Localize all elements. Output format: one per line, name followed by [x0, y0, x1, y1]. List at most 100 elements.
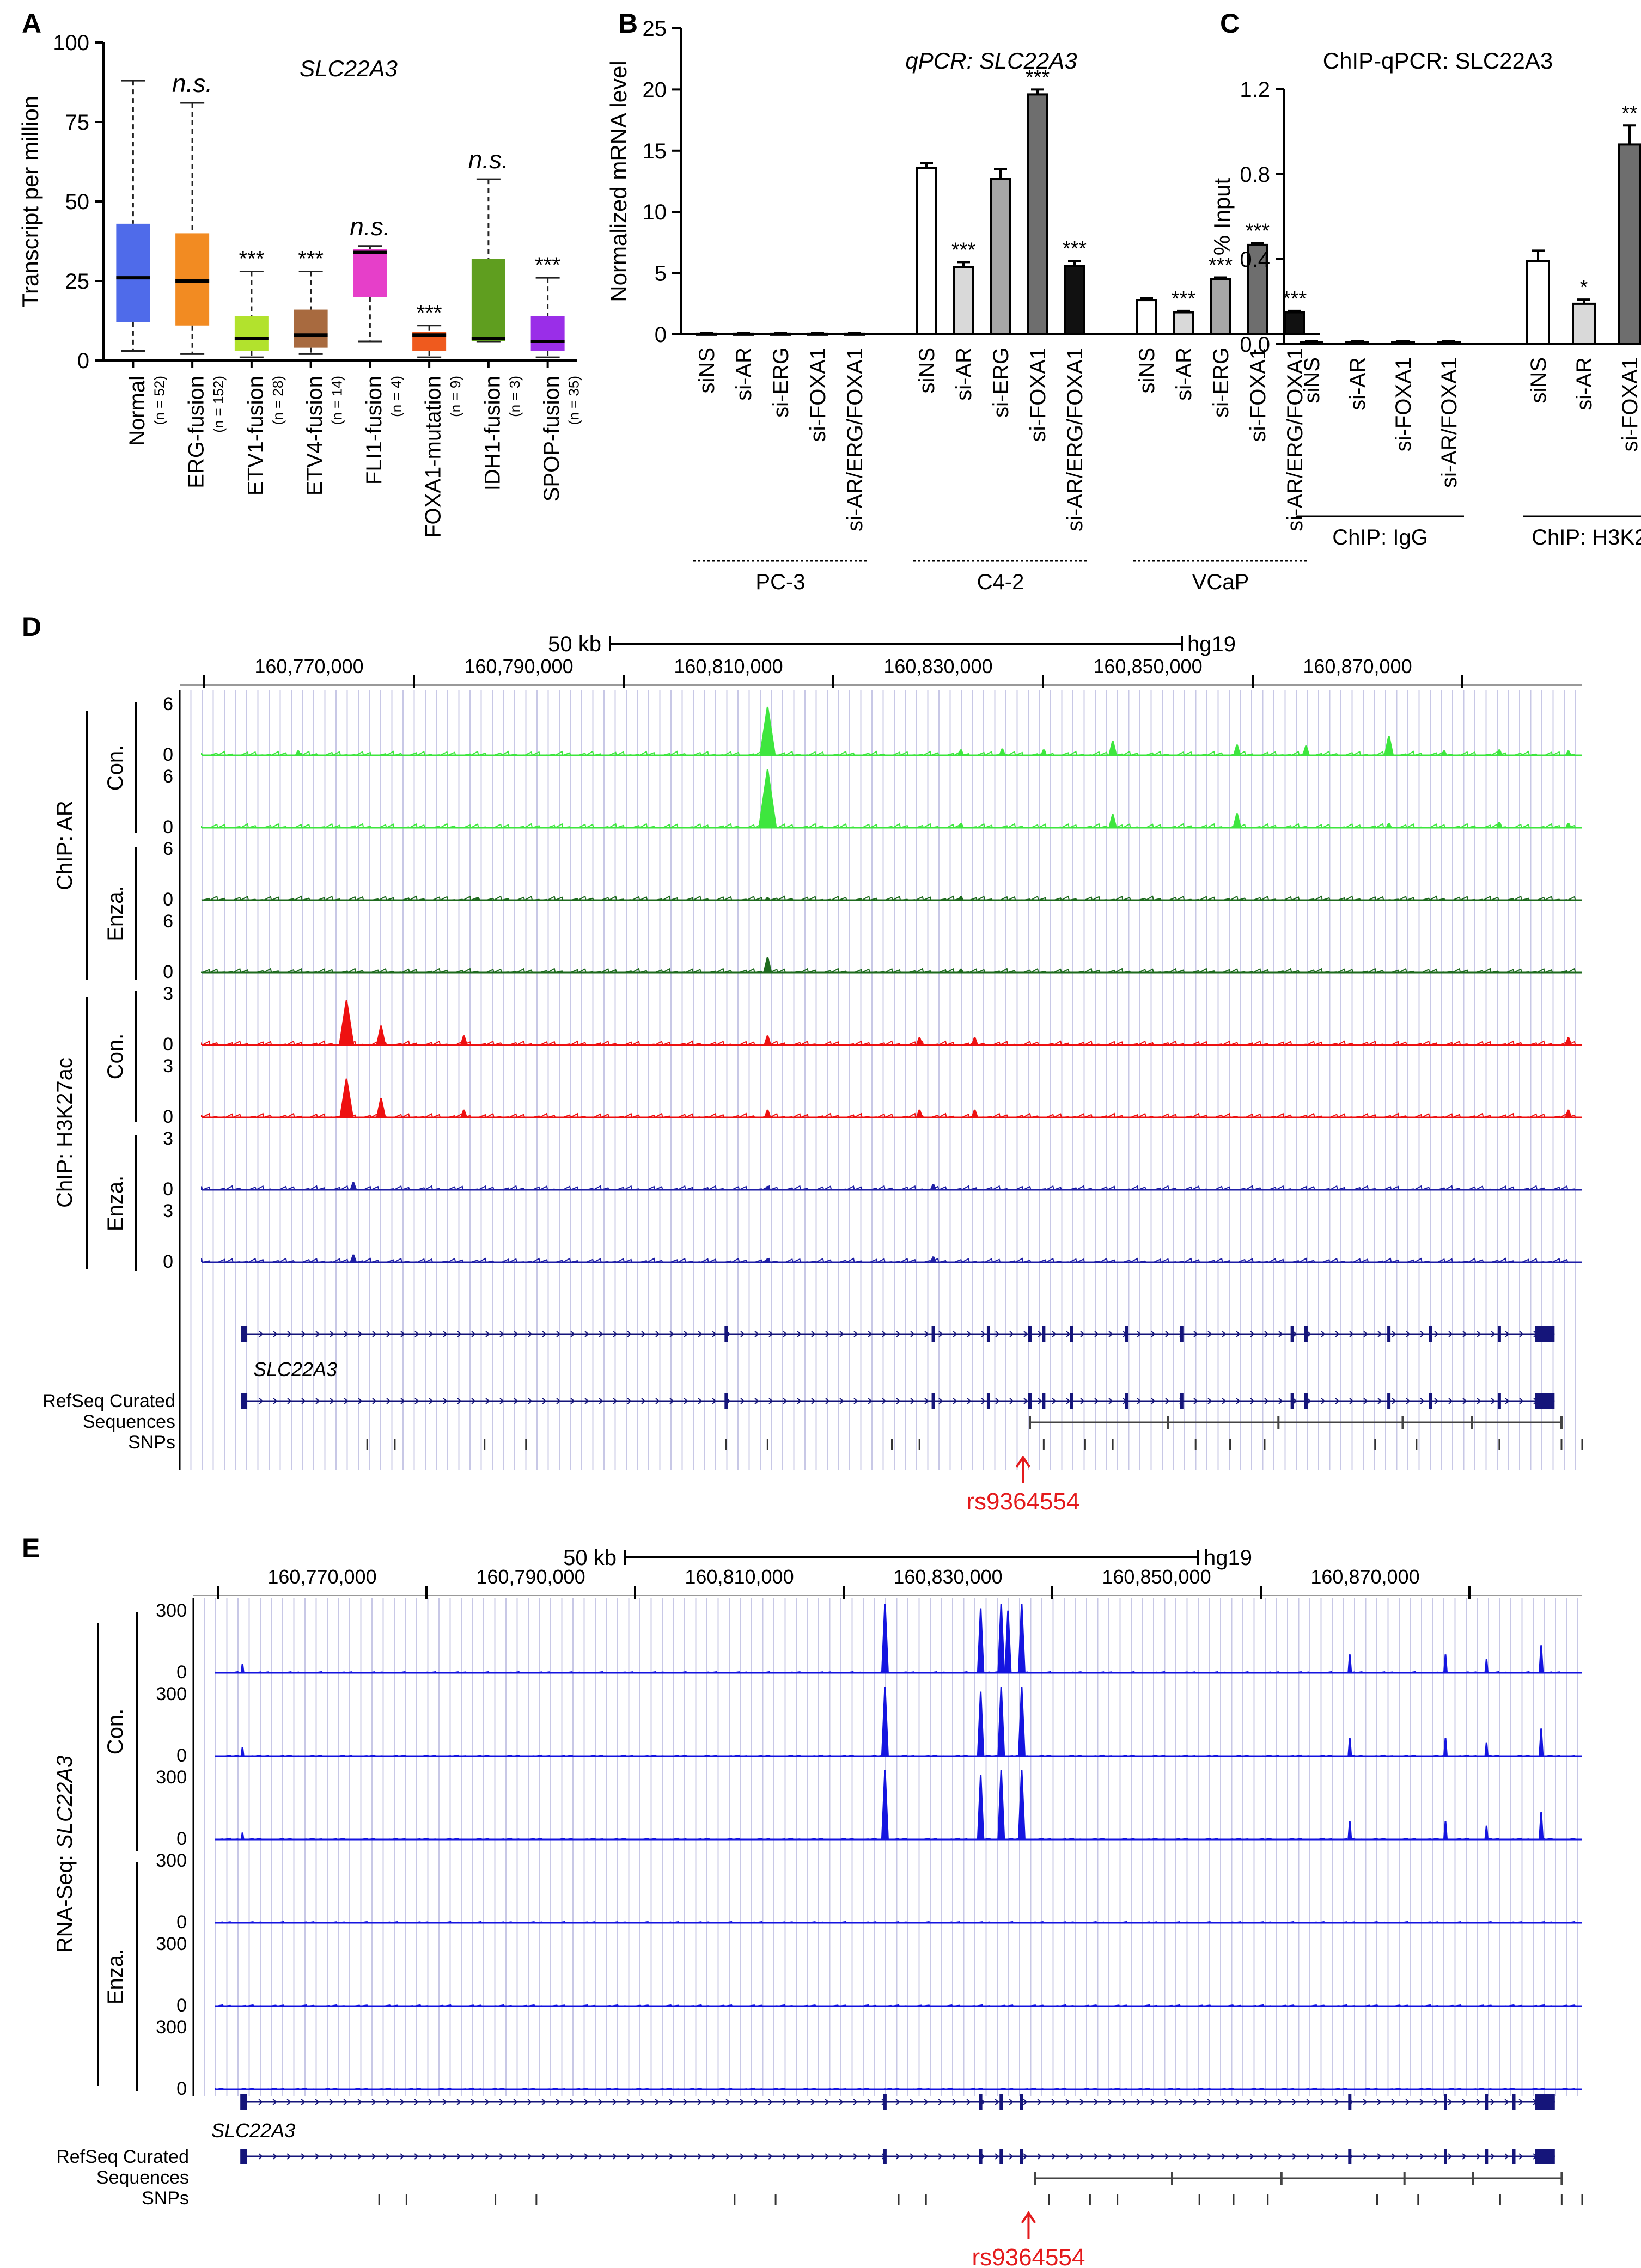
panel-e-gene-strand-arrow	[456, 2153, 461, 2160]
panel-d-gene-strand-arrow	[1448, 1331, 1453, 1337]
panel-e-track-peak	[240, 1832, 245, 1839]
panel-e-gene-strand-arrow	[1094, 2153, 1099, 2160]
panel-e-gene-strand-arrow	[513, 2153, 518, 2160]
panel-e-gene-strand-arrow	[782, 2153, 787, 2160]
panel-d-gene-strand-arrow	[372, 1331, 377, 1337]
panel-e-gene-strand-arrow	[1235, 2099, 1240, 2105]
panel-d-gene-strand-arrow	[1052, 1331, 1057, 1337]
panel-b-bar	[1136, 299, 1157, 336]
panel-d-condition-label: Con.	[103, 1034, 127, 1080]
panel-e-track-peak	[881, 1687, 889, 1756]
panel-d-gene-strand-arrow	[1264, 1398, 1269, 1404]
panel-d-track-peak	[1496, 749, 1503, 755]
panel-b-y-axis-label: Normalized mRNA level	[606, 60, 631, 302]
panel-e-gene-strand-arrow	[697, 2099, 702, 2105]
panel-c-y-tick-label: 0.4	[1240, 248, 1270, 272]
panel-e-condition-label: Con.	[103, 1709, 127, 1755]
panel-d-gene-strand-arrow	[981, 1398, 986, 1404]
panel-d-track-peak	[474, 897, 481, 900]
a-y-tick-label: 50	[65, 190, 90, 214]
panel-e-position-label: 160,870,000	[1310, 1566, 1419, 1588]
panel-d-gene-exon	[1304, 1326, 1308, 1342]
panel-d-gene-strand-arrow	[924, 1331, 929, 1337]
panel-e-track-peak	[240, 1664, 245, 1673]
panel-c-y-tick-label: 0.8	[1240, 163, 1270, 187]
panel-e-gene-strand-arrow	[1023, 2153, 1028, 2160]
panel-e-gene-strand-arrow	[329, 2099, 334, 2105]
panel-e-track-ymin: 0	[176, 2079, 187, 2099]
panel-e-gene-exon	[1485, 2149, 1489, 2164]
panel-b-category-label: si-AR/ERG/FOXA1	[1283, 347, 1307, 531]
panel-d-gene-strand-arrow	[400, 1331, 405, 1337]
panel-e-gene-strand-arrow	[711, 2099, 716, 2105]
panel-c-category-label: si-FOXA1	[1392, 357, 1416, 451]
panel-e-position-label: 160,830,000	[893, 1566, 1002, 1588]
panel-d-gene-strand-arrow	[1321, 1331, 1326, 1337]
panel-d-gene-strand-arrow	[499, 1398, 504, 1404]
a-significance: n.s.	[468, 145, 509, 174]
panel-d-track-peak	[350, 1182, 357, 1190]
panel-d-gene-strand-arrow	[358, 1331, 363, 1337]
panel-d-gene-strand-arrow	[698, 1398, 703, 1404]
panel-e-gene-strand-arrow	[839, 2099, 844, 2105]
panel-b-category-label: siNS	[915, 347, 939, 393]
panel-e-gene-strand-arrow	[640, 2099, 645, 2105]
panel-c-group-label: ChIP: IgG	[1332, 525, 1428, 549]
panel-e-track-peak	[1347, 1654, 1352, 1673]
panel-e-gene-strand-arrow	[1051, 2153, 1056, 2160]
panel-d-track-peak	[998, 748, 1006, 755]
panel-e-gene-strand-arrow	[471, 2153, 475, 2160]
panel-e-track-peak	[979, 2088, 983, 2089]
panel-d-track-peak	[1496, 822, 1503, 828]
panel-d-gene-strand-arrow	[386, 1398, 391, 1404]
panel-d-track-ymin: 0	[163, 1179, 173, 1200]
panel-d-track-peak	[930, 1256, 937, 1262]
panel-e-gene-exon	[1512, 2149, 1516, 2164]
panel-e-gene-strand-arrow	[640, 2153, 645, 2160]
a-group-label: SPOP-fusion	[540, 376, 564, 502]
panel-e-gene-strand-arrow	[570, 2099, 575, 2105]
a-group-n: (n = 9)	[447, 376, 463, 417]
panel-d-gene-strand-arrow	[1335, 1331, 1340, 1337]
panel-c-title: ChIP-qPCR: SLC22A3	[1323, 48, 1553, 74]
panel-d-condition-label: Con.	[103, 745, 127, 791]
panel-d-gene-strand-arrow	[698, 1331, 703, 1337]
panel-e-gene-strand-arrow	[810, 2153, 815, 2160]
panel-e-gene-exon	[883, 2094, 887, 2110]
panel-b-category-label: si-FOXA1	[1246, 347, 1270, 442]
panel-e-gene-strand-arrow	[1490, 2153, 1495, 2160]
panel-d-gene-strand-arrow	[414, 1331, 419, 1337]
panel-e-gene-strand-arrow	[1363, 2153, 1368, 2160]
panel-d-gene-strand-arrow	[768, 1398, 773, 1404]
panel-d-gene-strand-arrow	[641, 1331, 646, 1337]
panel-d-gene-strand-arrow	[1207, 1331, 1212, 1337]
panel-e-gene-exon	[979, 2094, 983, 2110]
panel-c-category-label: si-FOXA1	[1618, 357, 1641, 451]
panel-d-track-peak	[957, 823, 965, 828]
panel-d-gene-strand-arrow	[1292, 1398, 1297, 1404]
panel-e-gene-strand-arrow	[1278, 2099, 1283, 2105]
a-significance: ***	[417, 301, 442, 325]
panel-label-d: D	[22, 612, 41, 642]
panel-d-condition-label: Enza.	[103, 885, 127, 941]
panel-d-gene-exon	[241, 1326, 248, 1342]
panel-d-gene-strand-arrow	[1420, 1331, 1425, 1337]
panel-d-gene-strand-arrow	[570, 1331, 575, 1337]
panel-d-gene-strand-arrow	[613, 1398, 618, 1404]
panel-b-category-label: siNS	[695, 347, 719, 393]
panel-d-track-peak	[1565, 1109, 1572, 1117]
panel-e-group-label: RNA-Seq: SLC22A3	[53, 1756, 77, 1953]
panel-d-gene-strand-arrow	[740, 1398, 745, 1404]
panel-d-gene-strand-arrow	[358, 1398, 363, 1404]
panel-e-refseq-label: RefSeq Curated	[56, 2147, 189, 2167]
panel-c-category-label: si-AR	[1572, 357, 1596, 411]
panel-d-gene-exon	[986, 1393, 990, 1409]
panel-d-gene-strand-arrow	[1377, 1398, 1382, 1404]
panel-e-gene-strand-arrow	[782, 2099, 787, 2105]
panel-e-gene-exon-terminal	[1535, 2094, 1555, 2110]
panel-d-track-ymin: 0	[163, 1107, 173, 1127]
panel-e-gene-strand-arrow	[1122, 2153, 1127, 2160]
panel-b-significance: ***	[1026, 66, 1050, 89]
panel-d-position-label: 160,850,000	[1093, 655, 1202, 677]
panel-d-track-peak	[764, 1109, 771, 1117]
